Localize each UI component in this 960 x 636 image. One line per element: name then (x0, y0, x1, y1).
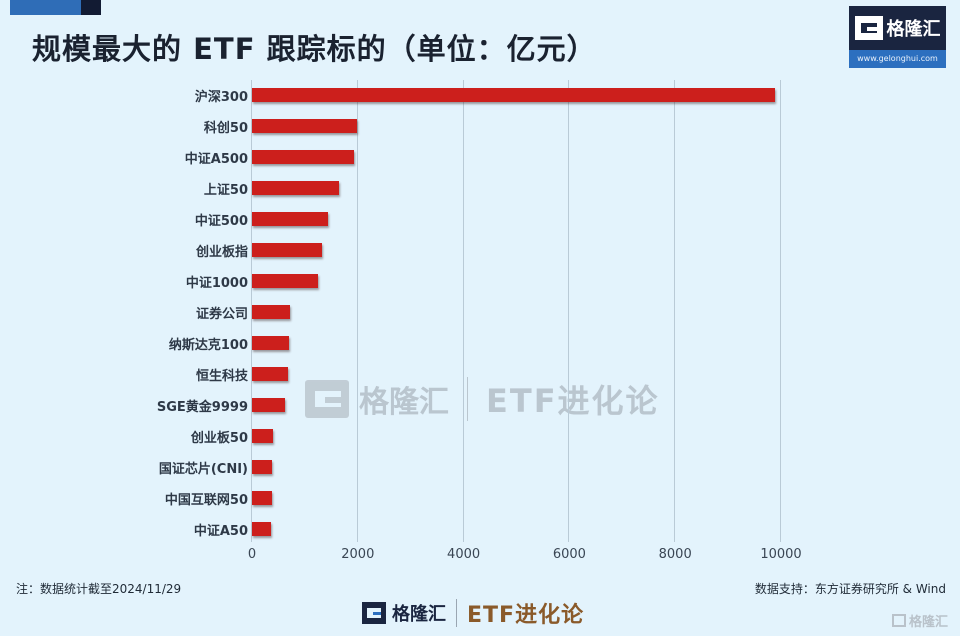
bar-row: 中证1000 (0, 266, 960, 297)
category-label: 中证A500 (184, 152, 248, 167)
footnote: 注：数据统计截至2024/11/29 (16, 582, 182, 596)
bar (252, 491, 273, 505)
category-label: 纳斯达克100 (168, 338, 248, 353)
category-label: 中证500 (194, 214, 248, 229)
bar (252, 336, 290, 350)
category-label: 创业板指 (195, 245, 248, 260)
bar-row: 中证A50 (0, 514, 960, 545)
chart-title: 规模最大的 ETF 跟踪标的（单位：亿元） (32, 32, 597, 66)
x-tick-label: 8000 (658, 547, 692, 562)
bar-row: 创业板指 (0, 235, 960, 266)
bar (252, 243, 322, 257)
gridline (356, 80, 358, 542)
category-label: 国证芯片(CNI) (158, 462, 248, 477)
bar-row: 中证500 (0, 204, 960, 235)
bar-row: 纳斯达克100 (0, 328, 960, 359)
watermark-brand: ETF进化论 (486, 382, 660, 420)
g-logo-icon (305, 380, 349, 418)
logo-url: www.gelonghui.com (849, 50, 946, 68)
x-tick-label: 6000 (552, 547, 586, 562)
bar-row: 证券公司 (0, 297, 960, 328)
gelonghui-logo: 格隆汇 www.gelonghui.com (849, 6, 946, 68)
bar-row: 中国互联网50 (0, 483, 960, 514)
bar (252, 212, 328, 226)
bar-row: 科创50 (0, 111, 960, 142)
bar-row: 国证芯片(CNI) (0, 452, 960, 483)
bar-row: 上证50 (0, 173, 960, 204)
category-label: 证券公司 (195, 307, 248, 322)
bar (252, 119, 357, 133)
bar-chart: 格隆汇 ETF进化论 0 2000 4000 6000 8000 10000 沪深300 科创… (0, 80, 960, 570)
accent-block-blue (10, 0, 81, 15)
watermark: 格隆汇 ETF进化论 (305, 376, 660, 422)
category-label: 上证50 (203, 183, 248, 198)
category-label: 沪深300 (194, 90, 248, 105)
footer-logo-name: 格隆汇 (392, 604, 446, 625)
data-source: 数据支持：东方证券研究所 & Wind (754, 582, 946, 596)
gridline (251, 80, 252, 542)
bar (252, 398, 285, 412)
footer-logo: 格隆汇 ETF进化论 (362, 597, 584, 629)
bar-row: 中证A500 (0, 142, 960, 173)
gridline (568, 80, 570, 542)
bar-row: 创业板50 (0, 421, 960, 452)
x-tick-label: 4000 (447, 547, 481, 562)
accent-block-navy (81, 0, 101, 15)
bar (252, 367, 288, 381)
category-label: 中证1000 (185, 276, 248, 291)
x-tick-label: 2000 (341, 547, 375, 562)
g-logo-icon (854, 16, 883, 40)
footer-logo-divider (456, 599, 457, 627)
category-label: 科创50 (203, 121, 248, 136)
watermark-divider (467, 377, 468, 421)
bar (252, 274, 319, 288)
corner-watermark-logo: 格隆汇 (891, 611, 948, 630)
top-accent-bar (10, 0, 101, 15)
bar-row: 沪深300 (0, 80, 960, 111)
category-label: 创业板50 (190, 431, 248, 446)
gridline (462, 80, 464, 542)
bar (252, 429, 274, 443)
g-logo-icon (362, 602, 386, 624)
bar (252, 88, 776, 102)
bar-row: SGE黄金9999 (0, 390, 960, 421)
bar-row: 恒生科技 (0, 359, 960, 390)
bar (252, 305, 291, 319)
bar (252, 150, 354, 164)
x-tick-label: 10000 (760, 547, 802, 562)
category-label: 中证A50 (193, 524, 248, 539)
gridline (780, 80, 781, 542)
bar (252, 460, 273, 474)
gridline (674, 80, 676, 542)
bar (252, 522, 272, 536)
category-label: 恒生科技 (195, 369, 248, 384)
g-logo-icon (891, 614, 906, 627)
category-label: SGE黄金9999 (156, 400, 248, 415)
logo-name: 格隆汇 (886, 19, 941, 40)
bar (252, 181, 339, 195)
x-tick-label: 0 (247, 547, 257, 562)
corner-logo-name: 格隆汇 (908, 615, 948, 630)
footer-brand: ETF进化论 (467, 603, 585, 628)
category-label: 中国互联网50 (164, 493, 248, 508)
watermark-logo-name: 格隆汇 (359, 385, 449, 420)
